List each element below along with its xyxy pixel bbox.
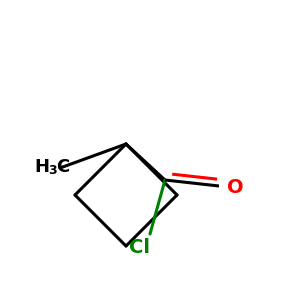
- Text: Cl: Cl: [129, 238, 150, 257]
- Text: H: H: [34, 158, 50, 175]
- Text: 3: 3: [48, 164, 57, 178]
- Text: C: C: [56, 158, 69, 175]
- Text: O: O: [226, 178, 243, 197]
